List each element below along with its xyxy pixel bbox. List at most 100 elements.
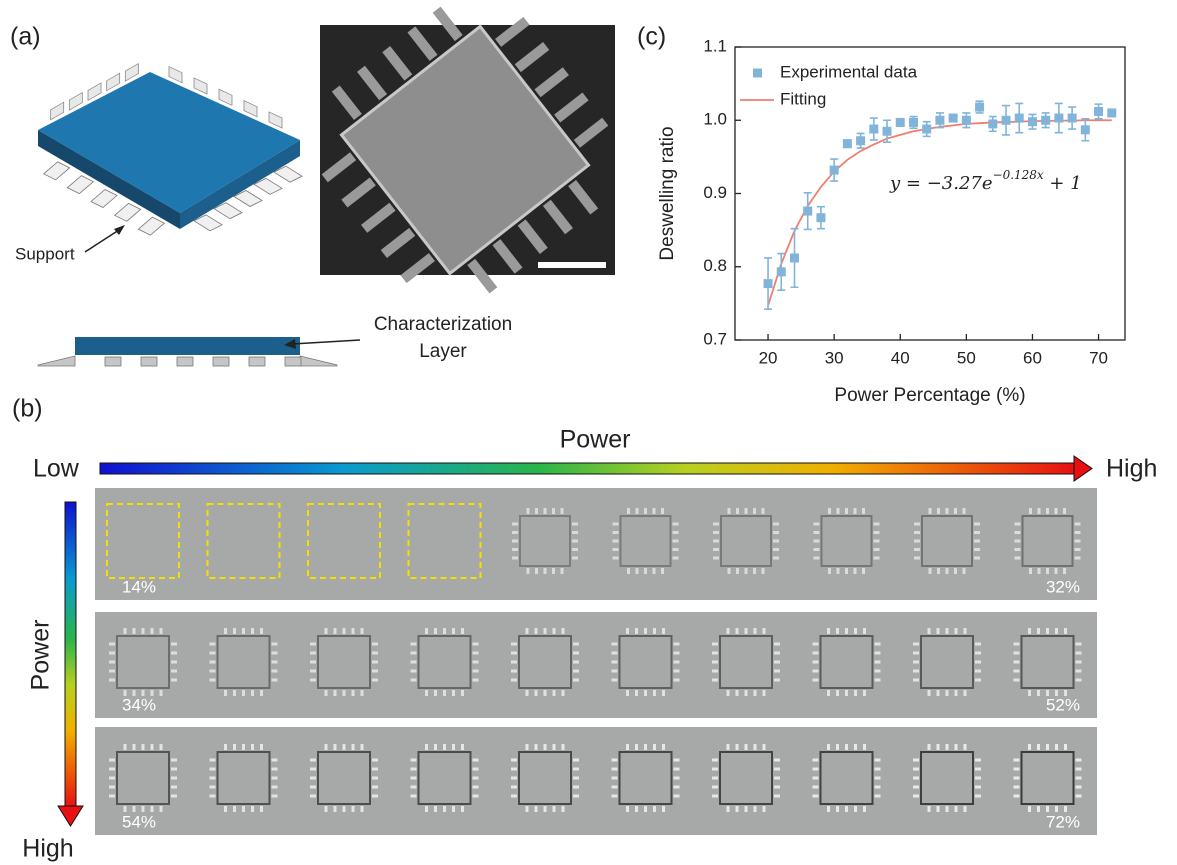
chip-leg xyxy=(543,744,547,750)
chip-leg xyxy=(963,690,967,696)
chip-outline xyxy=(618,635,673,689)
chip-leg xyxy=(209,660,216,664)
chip-leg xyxy=(461,806,464,812)
chip-leg xyxy=(1013,642,1020,646)
chip-leg xyxy=(224,690,227,696)
power-arrow xyxy=(64,501,77,808)
chip-side xyxy=(180,140,300,229)
chip-leg xyxy=(845,628,848,634)
chip-leg xyxy=(927,744,931,750)
chip-leg xyxy=(712,678,718,682)
support xyxy=(113,202,142,222)
chip-leg xyxy=(812,794,819,798)
chip-leg xyxy=(443,628,446,634)
chip-leg xyxy=(1037,806,1040,812)
chip-leg xyxy=(1074,539,1081,543)
chip-leg xyxy=(627,568,630,574)
chip-leg xyxy=(937,508,940,514)
chip-leg xyxy=(672,556,679,560)
support xyxy=(243,100,258,118)
chip-leg xyxy=(672,531,679,534)
chip-leg xyxy=(461,690,464,696)
axis-title: Power xyxy=(27,620,55,691)
sem-leg xyxy=(382,46,413,81)
chip-leg xyxy=(845,744,848,750)
chip-leg xyxy=(109,776,115,780)
chip-leg xyxy=(552,628,556,634)
chip-leg xyxy=(611,651,618,655)
chip-outline xyxy=(216,751,271,805)
chip-leg xyxy=(1037,690,1040,696)
chip-leg xyxy=(534,690,538,696)
chip-leg xyxy=(360,744,364,750)
chip-leg xyxy=(612,522,619,526)
chip-leg xyxy=(1075,794,1082,798)
chip-leg xyxy=(913,767,919,771)
chip-leg xyxy=(511,660,517,664)
chip-leg xyxy=(1075,651,1082,655)
chip-leg xyxy=(372,642,378,646)
chip-leg xyxy=(209,678,216,682)
micrograph xyxy=(95,612,1097,718)
chip-leg xyxy=(372,785,378,789)
chip-leg xyxy=(827,806,830,812)
chip-leg xyxy=(425,806,428,812)
chip-leg xyxy=(862,508,865,514)
chip-leg xyxy=(150,628,154,634)
sem-leg xyxy=(495,16,530,47)
chip-leg xyxy=(612,556,619,560)
chip-leg xyxy=(813,539,820,543)
chip-leg xyxy=(1064,690,1067,696)
side-layer xyxy=(75,337,300,355)
chip-leg xyxy=(109,767,115,771)
chip-leg xyxy=(774,678,780,682)
chip-leg xyxy=(761,508,765,514)
chip-leg xyxy=(744,690,748,696)
chip-leg xyxy=(573,669,579,673)
chip-leg xyxy=(132,806,136,812)
chip-leg xyxy=(233,690,236,696)
chip-leg xyxy=(209,651,216,655)
chip-leg xyxy=(962,508,966,514)
support xyxy=(233,190,263,207)
selection-box xyxy=(106,503,180,579)
chip-leg xyxy=(109,758,115,762)
chip-leg xyxy=(813,522,820,526)
chip-leg xyxy=(351,690,355,696)
chip-leg xyxy=(159,690,163,696)
chip-leg xyxy=(1064,806,1067,812)
selection-box xyxy=(407,503,482,579)
chip-leg xyxy=(828,568,831,574)
power-label: 52% xyxy=(1046,695,1080,714)
chip-leg xyxy=(209,758,216,762)
chip-leg xyxy=(109,642,115,646)
chip-leg xyxy=(762,690,766,696)
chip-leg xyxy=(774,651,780,655)
arrowhead xyxy=(1073,455,1093,482)
chip-leg xyxy=(434,744,437,750)
chip-leg xyxy=(962,568,966,574)
chip-leg xyxy=(836,744,839,750)
chip-leg xyxy=(310,767,316,771)
chip-outline xyxy=(216,635,271,689)
sem-leg xyxy=(554,92,589,123)
chip-leg xyxy=(874,669,881,673)
chip-leg xyxy=(662,806,665,812)
chip-leg xyxy=(271,642,278,646)
chip-leg xyxy=(410,678,417,682)
chip-leg xyxy=(975,794,981,798)
chip-leg xyxy=(774,785,780,789)
panel-label: (a) xyxy=(10,23,41,51)
chip-leg xyxy=(233,744,236,750)
chip-leg xyxy=(672,522,679,526)
chip-leg xyxy=(963,806,967,812)
chip-leg xyxy=(928,508,932,514)
chip-leg xyxy=(324,744,328,750)
chip-leg xyxy=(727,508,731,514)
chip-leg xyxy=(260,690,263,696)
chip-leg xyxy=(310,678,316,682)
chip-leg xyxy=(123,628,127,634)
chip-leg xyxy=(511,794,517,798)
chip-leg xyxy=(812,651,819,655)
chip-leg xyxy=(333,744,337,750)
